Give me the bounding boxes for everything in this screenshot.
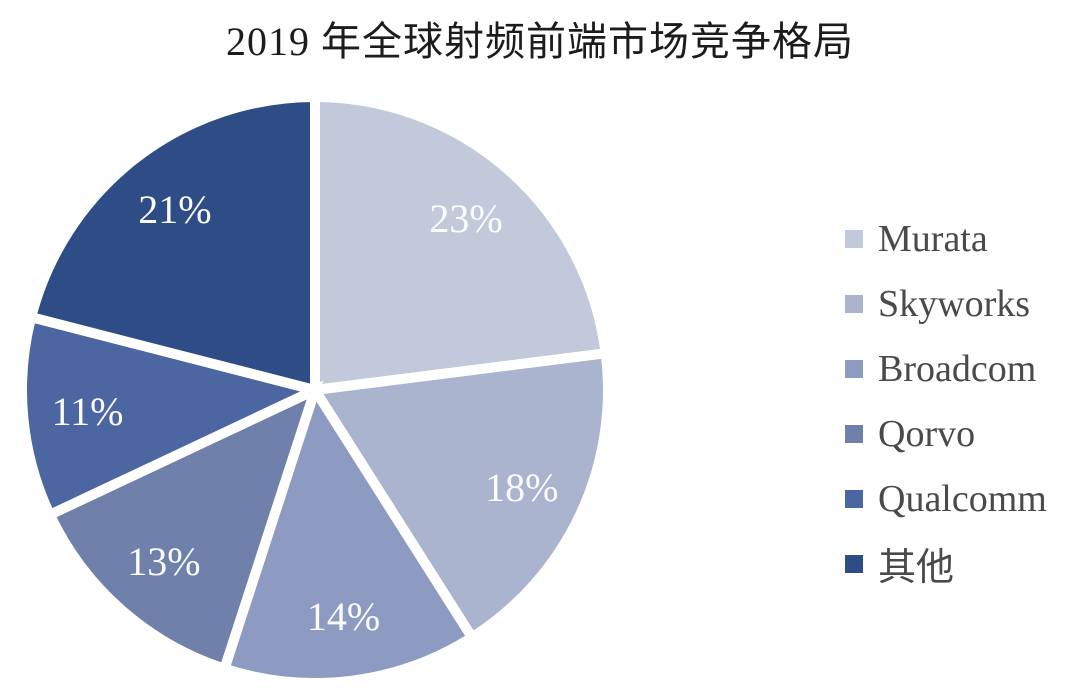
slice-value-label-skyworks: 18% — [485, 465, 558, 510]
legend-label: 其他 — [878, 547, 955, 589]
legend-swatch-icon — [845, 229, 863, 248]
legend-item-qualcomm[interactable]: Qualcomm — [845, 466, 1047, 531]
slice-value-label-其他: 21% — [138, 187, 211, 232]
slice-value-label-qualcomm: 11% — [52, 389, 124, 434]
legend-swatch-icon — [845, 554, 863, 573]
legend-label: Murata — [878, 217, 988, 260]
slice-value-label-qorvo: 13% — [127, 539, 200, 584]
chart-legend: Murata Skyworks Broadcom Qorvo Qualcomm 其他 — [845, 206, 1047, 596]
slice-value-label-broadcom: 14% — [307, 594, 380, 639]
pie-slice-broadcom[interactable] — [218, 378, 479, 688]
pie-slice-qorvo[interactable] — [43, 380, 324, 675]
legend-item-skyworks[interactable]: Skyworks — [845, 271, 1047, 336]
pie-slice-skyworks[interactable] — [306, 347, 613, 645]
legend-item-broadcom[interactable]: Broadcom — [845, 336, 1047, 401]
chart-title: 2019 年全球射频前端市场竞争格局 — [226, 19, 854, 64]
legend-item-其他[interactable]: 其他 — [845, 531, 1047, 596]
legend-swatch-icon — [845, 294, 863, 313]
legend-label: Qorvo — [878, 412, 976, 455]
legend-item-qorvo[interactable]: Qorvo — [845, 401, 1047, 466]
pie-slice-其他[interactable] — [25, 91, 320, 397]
legend-label: Skyworks — [878, 282, 1031, 325]
legend-label: Qualcomm — [878, 477, 1047, 520]
pie-slice-murata[interactable] — [310, 91, 612, 396]
legend-label: Broadcom — [878, 347, 1037, 390]
legend-item-murata[interactable]: Murata — [845, 206, 1047, 271]
pie-slice-qualcomm[interactable] — [17, 311, 330, 522]
slice-value-label-murata: 23% — [429, 196, 502, 241]
legend-swatch-icon — [845, 359, 863, 378]
legend-swatch-icon — [845, 489, 863, 508]
legend-swatch-icon — [845, 424, 863, 443]
